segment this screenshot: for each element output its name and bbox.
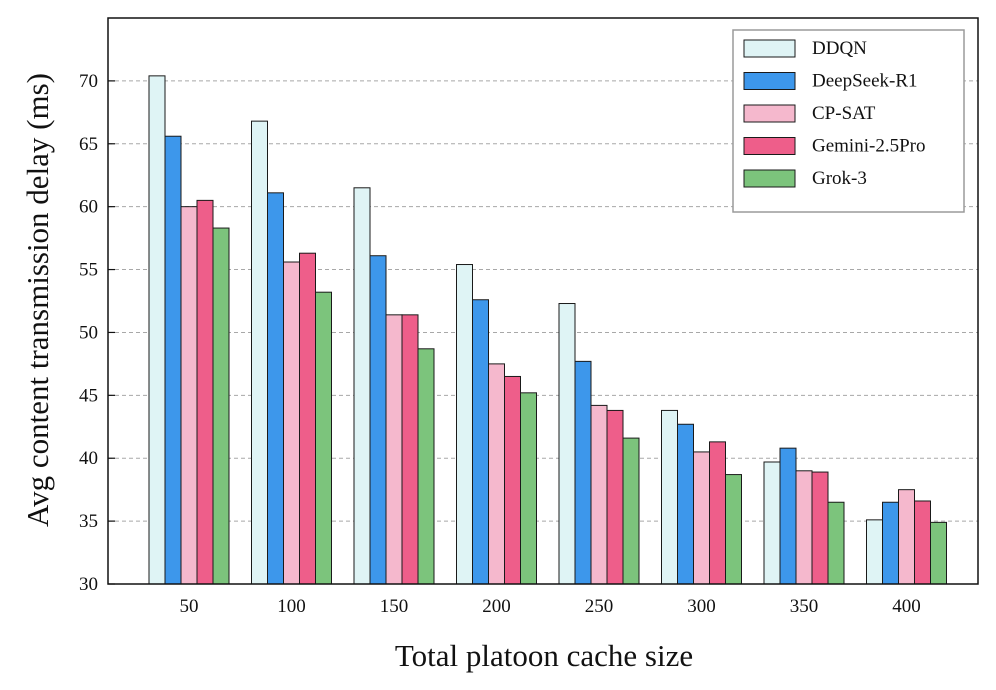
bar-CP-SAT-100 [283,261,300,585]
bar-DeepSeek-R1-300 [677,423,694,585]
bar-Grok-3-100 [315,291,332,585]
legend-label-CP-SAT: CP-SAT [812,103,876,124]
bar-DDQN-300 [661,409,678,585]
x-tick-label: 150 [380,596,409,617]
plot-frame [107,17,979,585]
x-tick-label: 200 [482,596,511,617]
bar-Grok-3-250 [622,437,640,585]
bar-DDQN-150 [353,187,371,585]
bar-CP-SAT-50 [180,206,198,585]
bar-Gemini-2.5Pro-400 [914,500,931,585]
bar-DDQN-200 [456,264,473,585]
bar-DeepSeek-R1-350 [779,447,797,585]
bar-CP-SAT-300 [693,451,710,585]
y-tick-label: 65 [79,134,98,155]
bar-Gemini-2.5Pro-200 [504,375,521,585]
x-tick-label: 400 [892,596,921,617]
x-tick-label: 350 [790,596,819,617]
bar-Grok-3-150 [417,348,435,585]
bar-CP-SAT-150 [385,314,403,585]
bar-DeepSeek-R1-250 [574,360,592,585]
bar-Gemini-2.5Pro-50 [196,199,214,585]
y-tick-label: 35 [79,511,98,532]
x-tick-label: 250 [585,596,614,617]
legend-label-DDQN: DDQN [812,38,867,59]
legend-swatch-DeepSeek-R1 [743,72,796,90]
bar-Grok-3-300 [725,474,742,585]
bar-DeepSeek-R1-150 [369,255,387,585]
bar-DDQN-400 [866,519,883,585]
bar-Grok-3-350 [827,501,845,585]
x-tick-label: 100 [277,596,306,617]
legend-swatch-Gemini-2.5Pro [743,137,796,155]
bar-DeepSeek-R1-50 [164,135,182,585]
legend: DDQN DeepSeek-R1 CP-SAT Gemini-2.5Pro Grok-3 [732,29,965,213]
bar-Gemini-2.5Pro-300 [709,441,726,585]
bar-DDQN-100 [251,120,268,585]
y-tick-label: 70 [79,71,98,92]
bar-DeepSeek-R1-100 [267,192,284,585]
legend-label-Grok-3: Grok-3 [812,168,867,189]
bar-DeepSeek-R1-400 [882,501,899,585]
legend-label-DeepSeek-R1: DeepSeek-R1 [812,71,918,92]
x-tick-label: 50 [180,596,199,617]
bars-layer [148,75,947,585]
bar-DDQN-250 [558,303,576,585]
bar-DDQN-350 [763,461,781,585]
bar-CP-SAT-350 [795,470,813,585]
y-tick-label: 60 [79,197,98,218]
y-tick-label: 45 [79,385,98,406]
bar-DeepSeek-R1-200 [472,299,489,585]
y-tick-label: 30 [79,574,98,595]
legend-swatch-Grok-3 [743,169,796,188]
x-axis-title: Total platoon cache size [395,638,693,673]
legend-label-Gemini-2.5Pro: Gemini-2.5Pro [812,136,925,157]
y-tick-label: 50 [79,322,98,343]
bar-CP-SAT-250 [590,404,608,585]
axes-layer: 30 35 40 45 50 55 60 65 70 50 100 150 200 250 300 350 40… [79,17,979,617]
bar-Gemini-2.5Pro-150 [401,314,419,585]
legend-swatch-DDQN [743,39,796,58]
bar-Grok-3-50 [212,227,230,585]
legend-swatch-CP-SAT [743,104,796,123]
y-tick-label: 40 [79,448,98,469]
bar-Gemini-2.5Pro-350 [811,471,829,585]
bar-Grok-3-200 [520,392,537,585]
bar-CP-SAT-200 [488,363,505,585]
bar-Gemini-2.5Pro-250 [606,409,624,585]
y-axis-title: Avg content transmission delay (ms) [20,73,55,527]
bar-Gemini-2.5Pro-100 [299,252,316,585]
bar-CP-SAT-400 [898,489,915,585]
x-tick-label: 300 [687,596,716,617]
bar-DDQN-50 [148,75,166,585]
bar-Grok-3-400 [930,521,947,585]
y-tick-label: 55 [79,260,98,281]
